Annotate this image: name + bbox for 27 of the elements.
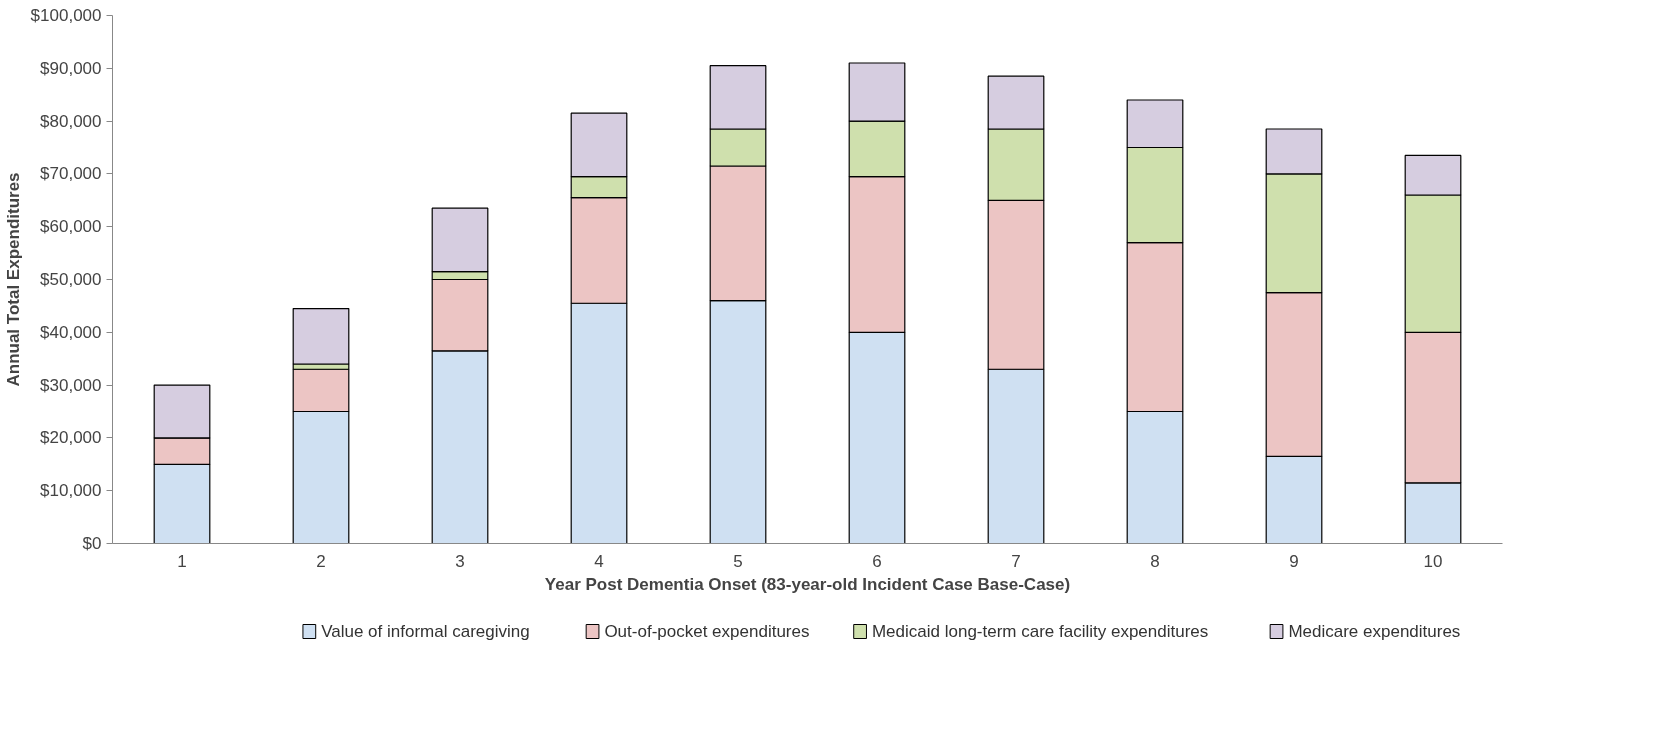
x-tick-label: 4 xyxy=(594,551,604,571)
x-tick-label: 6 xyxy=(872,551,882,571)
y-tick-label: $0 xyxy=(82,534,102,553)
y-tick-label: $10,000 xyxy=(40,481,102,501)
legend-label: Medicaid long-term care facility expenditures xyxy=(871,622,1209,641)
y-tick-label: $90,000 xyxy=(40,58,102,78)
x-tick-label: 7 xyxy=(1011,551,1021,571)
y-tick-label: $100,000 xyxy=(30,6,102,25)
y-tick-label: $40,000 xyxy=(40,322,102,342)
legend-label: Medicare expenditures xyxy=(1288,622,1461,641)
y-tick-label: $50,000 xyxy=(40,270,102,289)
x-tick-label: 2 xyxy=(316,551,326,571)
x-tick-label: 8 xyxy=(1150,551,1160,571)
y-tick-label: $30,000 xyxy=(40,375,102,395)
x-tick-label: 9 xyxy=(1289,551,1299,571)
x-tick-label: 5 xyxy=(733,551,743,571)
x-tick-label: 3 xyxy=(455,551,465,571)
legend-label: Out-of-pocket expenditures xyxy=(604,622,810,641)
y-tick-label: $60,000 xyxy=(40,217,102,237)
x-tick-label: 10 xyxy=(1423,551,1443,571)
y-tick-label: $80,000 xyxy=(40,111,102,131)
legend-label: Value of informal caregiving xyxy=(321,622,530,641)
x-tick-label: 1 xyxy=(177,551,187,571)
y-tick-label: $70,000 xyxy=(40,164,102,184)
y-axis-title: Annual Total Expenditures xyxy=(3,172,23,387)
y-tick-label: $20,000 xyxy=(40,428,102,448)
x-axis-title: Year Post Dementia Onset (83-year-old Incident Case Base-Case) xyxy=(544,574,1071,594)
